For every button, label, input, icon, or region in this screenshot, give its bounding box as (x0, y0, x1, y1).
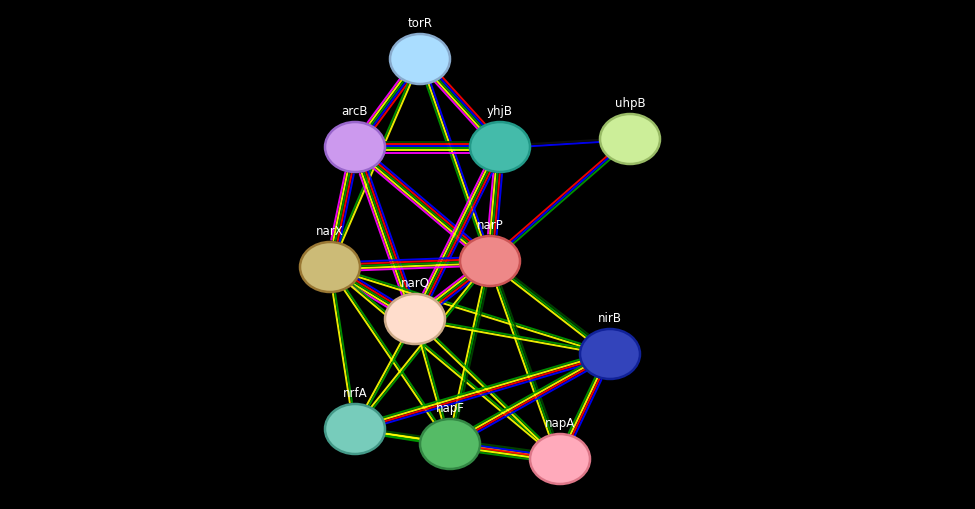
Text: nirB: nirB (598, 312, 622, 324)
Ellipse shape (390, 35, 450, 85)
Text: yhjB: yhjB (487, 105, 513, 118)
Text: torR: torR (408, 17, 433, 30)
Ellipse shape (460, 237, 520, 287)
Text: arcB: arcB (342, 105, 369, 118)
Text: narX: narX (316, 224, 344, 238)
Ellipse shape (300, 242, 360, 293)
Text: napF: napF (436, 401, 464, 414)
Ellipse shape (325, 123, 385, 173)
Text: nrfA: nrfA (342, 386, 368, 399)
Text: narQ: narQ (401, 276, 430, 290)
Ellipse shape (325, 404, 385, 454)
Ellipse shape (600, 115, 660, 165)
Text: uhpB: uhpB (614, 97, 645, 110)
Ellipse shape (420, 419, 480, 469)
Text: napA: napA (545, 416, 575, 429)
Ellipse shape (470, 123, 530, 173)
Text: narP: narP (477, 218, 503, 232)
Ellipse shape (530, 434, 590, 484)
Ellipse shape (580, 329, 640, 379)
Ellipse shape (385, 294, 445, 344)
